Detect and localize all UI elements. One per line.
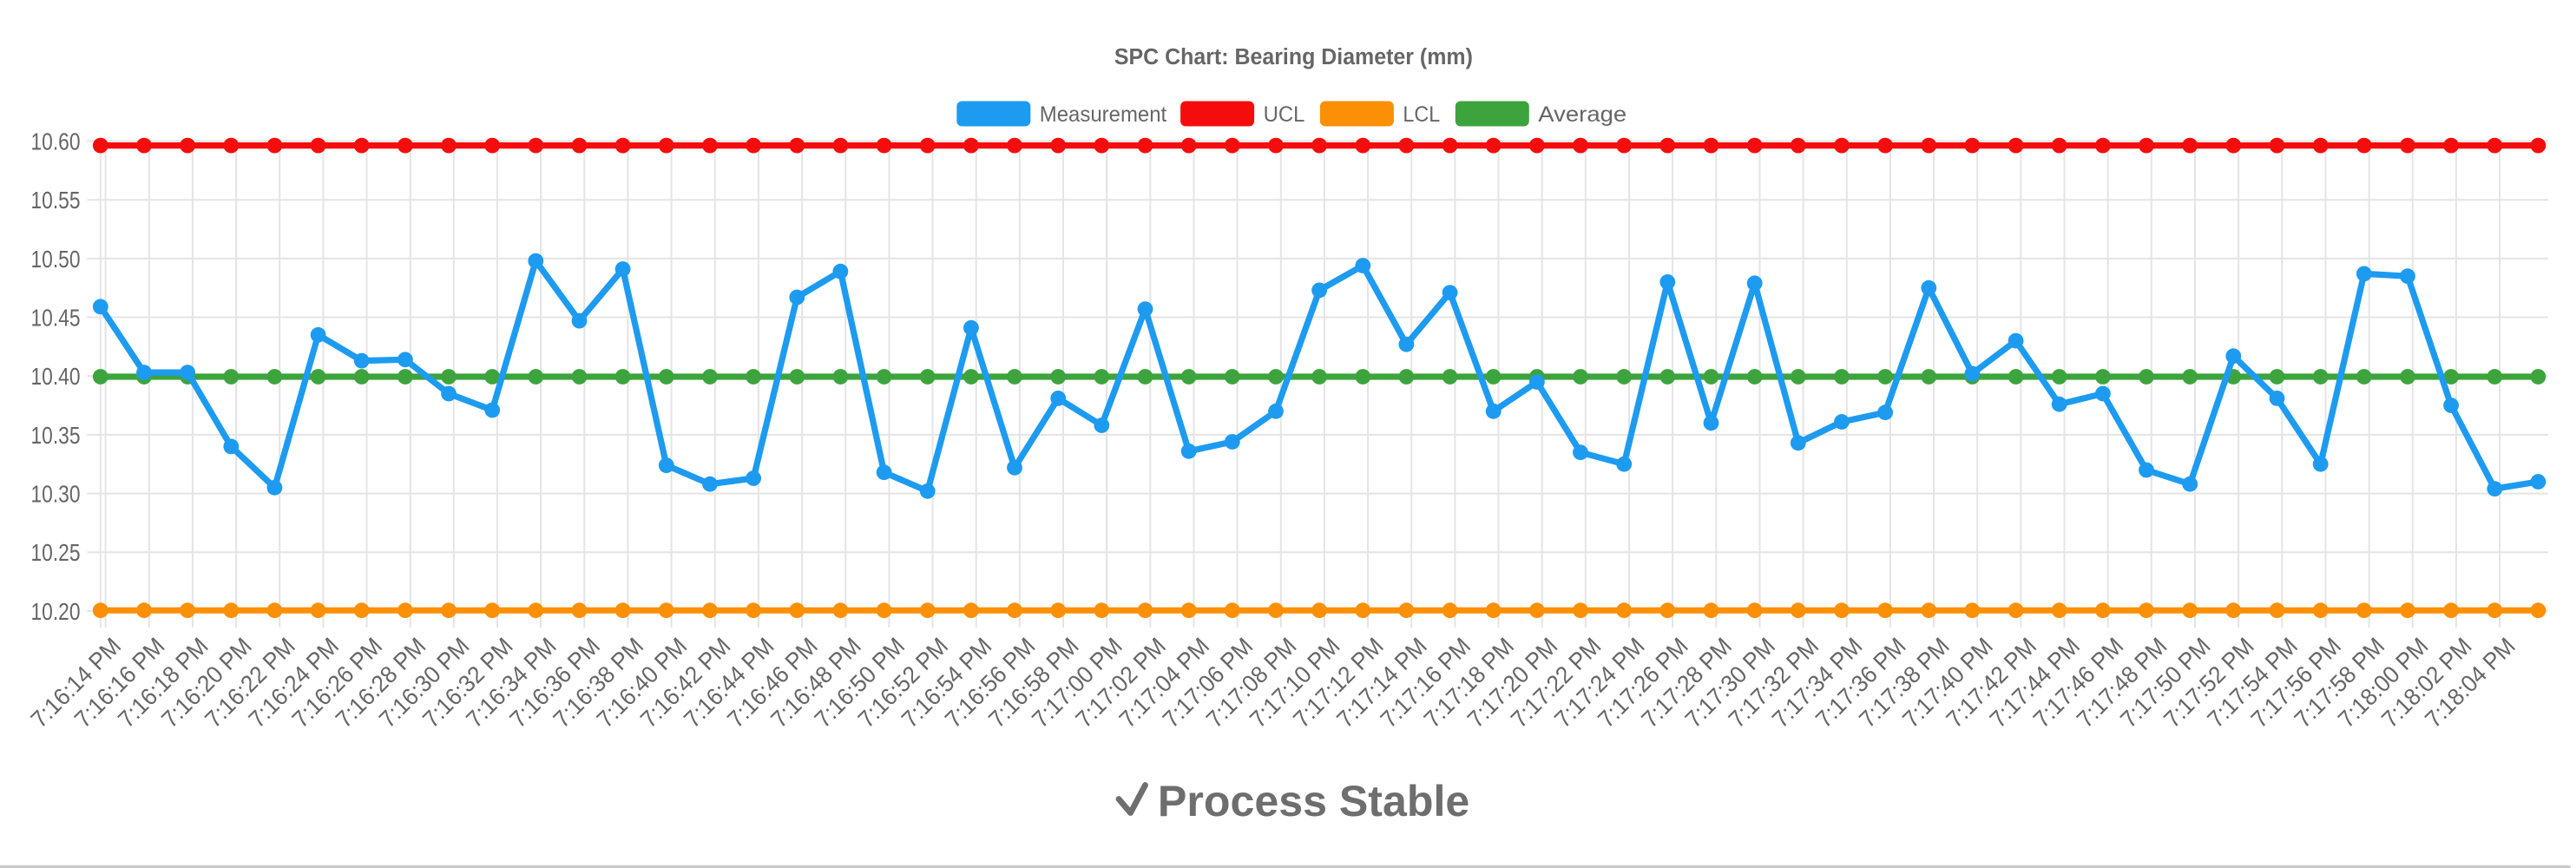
- svg-text:LCL: LCL: [1403, 102, 1440, 127]
- svg-text:Process Stable: Process Stable: [1158, 777, 1469, 825]
- svg-text:Measurement: Measurement: [1040, 102, 1166, 127]
- svg-text:10.55: 10.55: [31, 186, 81, 214]
- svg-text:10.40: 10.40: [31, 362, 81, 390]
- svg-text:10.60: 10.60: [31, 128, 81, 155]
- svg-text:SPC Chart: Bearing Diameter (m: SPC Chart: Bearing Diameter (mm): [1114, 45, 1473, 69]
- svg-text:10.20: 10.20: [31, 597, 81, 625]
- svg-text:Average: Average: [1538, 102, 1626, 127]
- svg-text:10.25: 10.25: [31, 538, 81, 566]
- svg-text:10.35: 10.35: [31, 421, 81, 449]
- svg-text:UCL: UCL: [1264, 102, 1305, 127]
- svg-text:10.30: 10.30: [31, 480, 81, 508]
- svg-text:10.50: 10.50: [31, 245, 81, 273]
- svg-text:10.45: 10.45: [31, 304, 81, 332]
